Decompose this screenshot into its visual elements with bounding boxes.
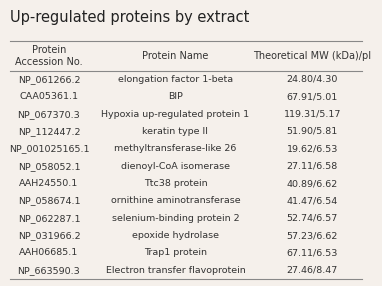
Text: BIP: BIP (168, 92, 183, 101)
Text: selenium-binding protein 2: selenium-binding protein 2 (112, 214, 239, 223)
Text: dienoyl-CoA isomerase: dienoyl-CoA isomerase (121, 162, 230, 171)
Text: Ttc38 protein: Ttc38 protein (144, 179, 207, 188)
Text: NP_001025165.1: NP_001025165.1 (9, 144, 89, 153)
Text: NP_061266.2: NP_061266.2 (18, 75, 80, 84)
Text: 24.80/4.30: 24.80/4.30 (286, 75, 338, 84)
Text: NP_058052.1: NP_058052.1 (18, 162, 80, 171)
Text: AAH06685.1: AAH06685.1 (19, 249, 79, 257)
Text: Protein Name: Protein Name (142, 51, 209, 61)
Text: epoxide hydrolase: epoxide hydrolase (132, 231, 219, 240)
Text: 52.74/6.57: 52.74/6.57 (287, 214, 338, 223)
Text: keratin type II: keratin type II (142, 127, 209, 136)
Text: 19.62/6.53: 19.62/6.53 (286, 144, 338, 153)
Text: Trap1 protein: Trap1 protein (144, 249, 207, 257)
Text: 27.11/6.58: 27.11/6.58 (287, 162, 338, 171)
Text: 67.91/5.01: 67.91/5.01 (287, 92, 338, 101)
Text: NP_058674.1: NP_058674.1 (18, 196, 80, 205)
Text: 67.11/6.53: 67.11/6.53 (286, 249, 338, 257)
Text: Hypoxia up-regulated protein 1: Hypoxia up-regulated protein 1 (101, 110, 249, 119)
Text: CAA05361.1: CAA05361.1 (19, 92, 78, 101)
Text: Electron transfer flavoprotein: Electron transfer flavoprotein (105, 266, 245, 275)
Text: 27.46/8.47: 27.46/8.47 (287, 266, 338, 275)
Text: NP_031966.2: NP_031966.2 (18, 231, 80, 240)
Text: 51.90/5.81: 51.90/5.81 (287, 127, 338, 136)
Text: AAH24550.1: AAH24550.1 (19, 179, 79, 188)
Text: 40.89/6.62: 40.89/6.62 (287, 179, 338, 188)
Text: methyltransferase-like 26: methyltransferase-like 26 (114, 144, 236, 153)
Text: Theoretical MW (kDa)/pI: Theoretical MW (kDa)/pI (253, 51, 371, 61)
Text: Up-regulated proteins by extract: Up-regulated proteins by extract (10, 10, 250, 25)
Text: NP_062287.1: NP_062287.1 (18, 214, 80, 223)
Text: NP_663590.3: NP_663590.3 (18, 266, 80, 275)
Text: 41.47/6.54: 41.47/6.54 (287, 196, 338, 205)
Text: 57.23/6.62: 57.23/6.62 (286, 231, 338, 240)
Text: ornithine aminotransferase: ornithine aminotransferase (111, 196, 240, 205)
Text: elongation factor 1-beta: elongation factor 1-beta (118, 75, 233, 84)
Text: NP_112447.2: NP_112447.2 (18, 127, 80, 136)
Text: Protein
Accession No.: Protein Accession No. (15, 45, 83, 67)
Text: NP_067370.3: NP_067370.3 (18, 110, 80, 119)
Text: 119.31/5.17: 119.31/5.17 (284, 110, 341, 119)
